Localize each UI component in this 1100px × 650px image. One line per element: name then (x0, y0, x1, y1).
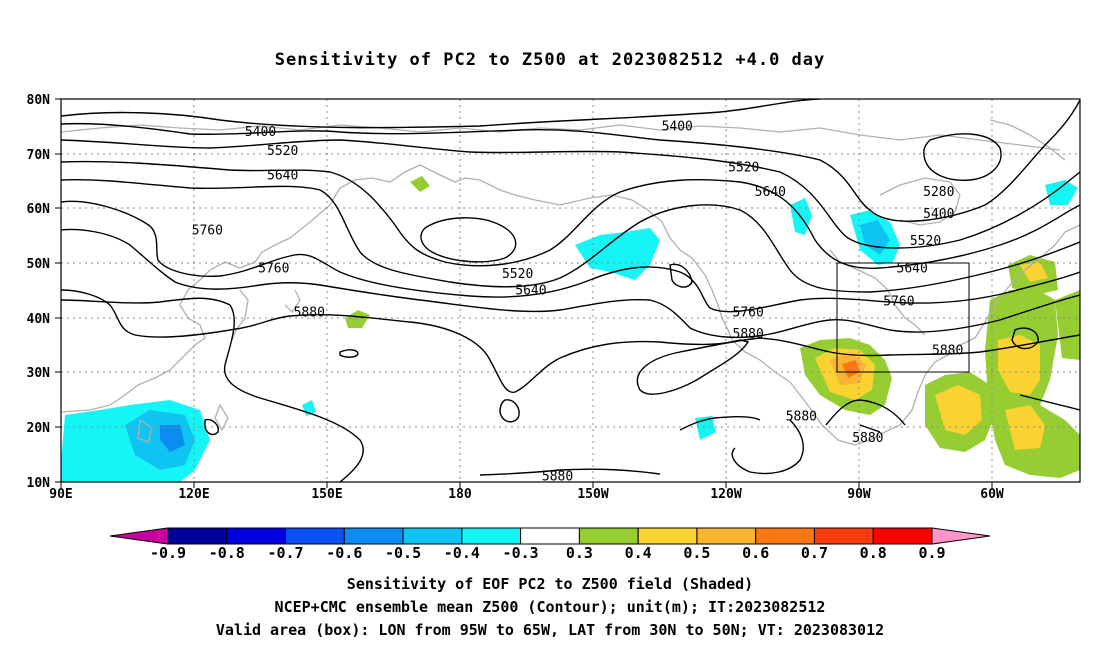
colorbar-cell (285, 527, 345, 545)
colorbar-cell (637, 527, 698, 545)
lon-label: 90E (49, 487, 72, 502)
colorbar-cell (813, 527, 874, 545)
lat-label: 30N (27, 366, 51, 381)
colorbar-cell (167, 527, 228, 545)
colorbar-label: -0.5 (385, 544, 421, 562)
caption-valid-area: Valid area (box): LON from 95W to 65W, L… (215, 621, 885, 639)
colorbar-label: 0.3 (566, 544, 593, 562)
contour-label: 5880 (852, 431, 883, 446)
lon-label: 120E (178, 487, 209, 502)
contour-label: 5520 (502, 267, 533, 282)
lat-labels: 80N 70N 60N 50N 40N 30N 20N 10N (27, 93, 51, 491)
coastlines (61, 119, 1080, 446)
colorbar-label: 0.8 (860, 544, 887, 562)
colorbar-label: 0.7 (801, 544, 828, 562)
colorbar-low-end (109, 527, 169, 545)
contour-labels: 5400 540055205520564056405760576058805520… (192, 119, 964, 484)
colorbar-high-end (931, 527, 991, 545)
colorbar-cell (755, 527, 815, 545)
lon-label: 90W (847, 487, 871, 502)
contour-label: 5400 (662, 119, 693, 134)
contour-label: 5880 (294, 305, 325, 320)
colorbar-cell (578, 527, 639, 545)
contour-label: 5400 (245, 125, 276, 140)
colorbar-label: -0.6 (326, 544, 362, 562)
lon-label: 60W (980, 487, 1004, 502)
lat-label: 60N (27, 202, 51, 217)
contour-label: 5760 (883, 294, 914, 309)
colorbar-cell (872, 527, 933, 545)
valid-area-box (836, 262, 970, 373)
lon-label: 150W (577, 487, 608, 502)
colorbar-label: 0.5 (683, 544, 710, 562)
contour-label: 5520 (910, 234, 941, 249)
plot-frame (60, 98, 1081, 483)
contour-label: 5880 (932, 344, 963, 359)
colorbar-label: 0.6 (742, 544, 769, 562)
contour-label: 5640 (267, 169, 298, 184)
colorbar-label: -0.4 (444, 544, 480, 562)
contour-label: 5520 (267, 144, 298, 159)
colorbar-cell (402, 527, 463, 545)
lon-labels: 90E 120E 150E 180 150W 120W 90W 60W (49, 487, 1004, 502)
colorbar-cell (343, 527, 404, 545)
shaded-sensitivity (61, 176, 1080, 482)
colorbar-label: 0.9 (918, 544, 945, 562)
contour-label: 5640 (897, 262, 928, 277)
lon-label: 180 (448, 487, 472, 502)
gridlines (61, 99, 1080, 482)
contour-label: 5880 (542, 469, 573, 484)
colorbar: -0.9 -0.8 -0.7 -0.6 -0.5 -0.4 -0.3 0.3 0.4 0.5 0.6… (109, 527, 991, 562)
caption-contour: NCEP+CMC ensemble mean Z500 (Contour); u… (274, 598, 826, 616)
lat-label: 50N (27, 257, 51, 272)
caption-shading: Sensitivity of EOF PC2 to Z500 field (Sh… (346, 575, 754, 593)
lat-label: 10N (27, 476, 51, 491)
z500-contours (61, 99, 1080, 482)
lon-label: 150E (311, 487, 342, 502)
colorbar-label: -0.9 (150, 544, 186, 562)
contour-label: 5400 (923, 207, 954, 222)
contour-label: 5640 (755, 185, 786, 200)
colorbar-cell (226, 527, 287, 545)
lat-label: 80N (27, 93, 51, 108)
map-title: Sensitivity of PC2 to Z500 at 2023082512… (274, 50, 826, 70)
colorbar-label: 0.4 (625, 544, 652, 562)
colorbar-cell (696, 527, 757, 545)
contour-label: 5760 (192, 223, 223, 238)
colorbar-cell (520, 527, 580, 545)
colorbar-cell (461, 527, 522, 545)
contour-label: 5760 (258, 262, 289, 277)
axis-ticks (55, 98, 993, 488)
contour-label: 5640 (515, 283, 546, 298)
contour-label: 5520 (728, 160, 759, 175)
colorbar-label: -0.3 (503, 544, 539, 562)
contour-label: 5280 (923, 185, 954, 200)
lon-label: 120W (710, 487, 741, 502)
contour-label: 5760 (733, 305, 764, 320)
contour-label: 5880 (786, 409, 817, 424)
colorbar-label: -0.8 (209, 544, 245, 562)
lat-label: 20N (27, 421, 51, 436)
contour-label: 5880 (733, 327, 764, 342)
lat-label: 40N (27, 312, 51, 327)
lat-label: 70N (27, 148, 51, 163)
colorbar-label: -0.7 (267, 544, 303, 562)
